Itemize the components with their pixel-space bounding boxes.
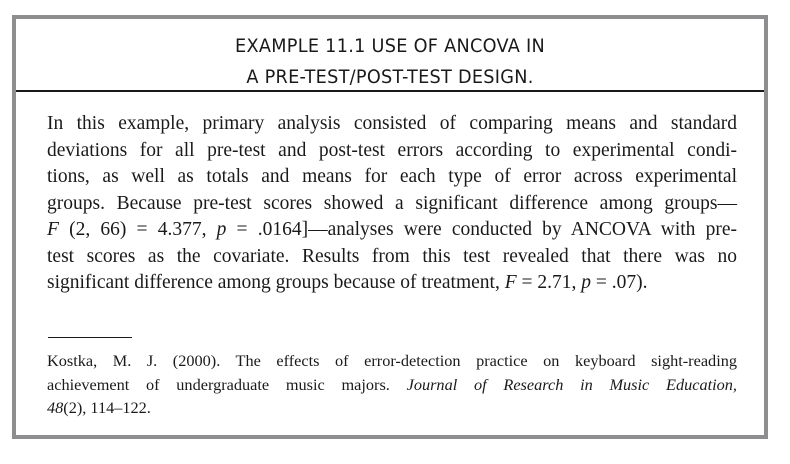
text-segment: Kostka, M. J. (2000). The effects of err… (47, 351, 737, 370)
text-segment: (2, 66) = 4.377, (58, 219, 217, 240)
title-line-1: EXAMPLE 11.1 USE OF ANCOVA IN (235, 35, 545, 57)
text-segment: achievement of undergraduate music major… (47, 374, 407, 394)
body-line: tions, as well as totals and means for e… (47, 164, 737, 191)
text-segment: = .07). (591, 272, 648, 293)
body-line: test scores as the covariate. Results fr… (47, 244, 737, 271)
citation-line: Kostka, M. J. (2000). The effects of err… (47, 349, 737, 373)
example-box: EXAMPLE 11.1 USE OF ANCOVA IN A PRE-TEST… (12, 15, 768, 439)
body-line: In this example, primary analysis consis… (47, 111, 737, 138)
title-divider (16, 90, 764, 92)
text-segment: tions, as well as totals and means for e… (47, 166, 737, 187)
body-line: significant difference among groups beca… (47, 270, 737, 297)
title-line-2: A PRE-TEST/POST-TEST DESIGN. (246, 66, 534, 88)
text-segment: significant difference among groups beca… (47, 272, 505, 293)
italic-text: 48 (47, 398, 64, 417)
text-segment: In this example, primary analysis consis… (47, 113, 737, 134)
body-line: deviations for all pre-test and post-tes… (47, 138, 737, 165)
body-line: F (2, 66) = 4.377, p = .0164]—analyses w… (47, 217, 737, 244)
italic-text: p (216, 219, 227, 240)
body-line: groups. Because pre-test scores showed a… (47, 191, 737, 218)
text-segment: deviations for all pre-test and post-tes… (47, 139, 737, 161)
italic-text: Journal of Research in Music Education, (406, 374, 737, 394)
citation: Kostka, M. J. (2000). The effects of err… (47, 349, 737, 420)
text-segment: = 2.71, (516, 272, 582, 293)
text-segment: groups. Because pre-test scores showed a… (47, 192, 737, 214)
citation-line: 48(2), 114–122. (47, 396, 737, 420)
text-segment: test scores as the covariate. Results fr… (47, 245, 737, 267)
italic-text: F (47, 219, 59, 240)
italic-text: F (504, 272, 517, 293)
italic-text: p (581, 272, 592, 293)
citation-line: achievement of undergraduate music major… (47, 373, 737, 397)
text-segment: (2), 114–122. (63, 398, 151, 417)
example-title: EXAMPLE 11.1 USE OF ANCOVA IN A PRE-TEST… (42, 31, 738, 93)
example-body-text: In this example, primary analysis consis… (47, 111, 737, 297)
text-segment: = .0164]—analyses were conducted by ANCO… (226, 219, 737, 240)
footnote-rule (48, 337, 132, 338)
